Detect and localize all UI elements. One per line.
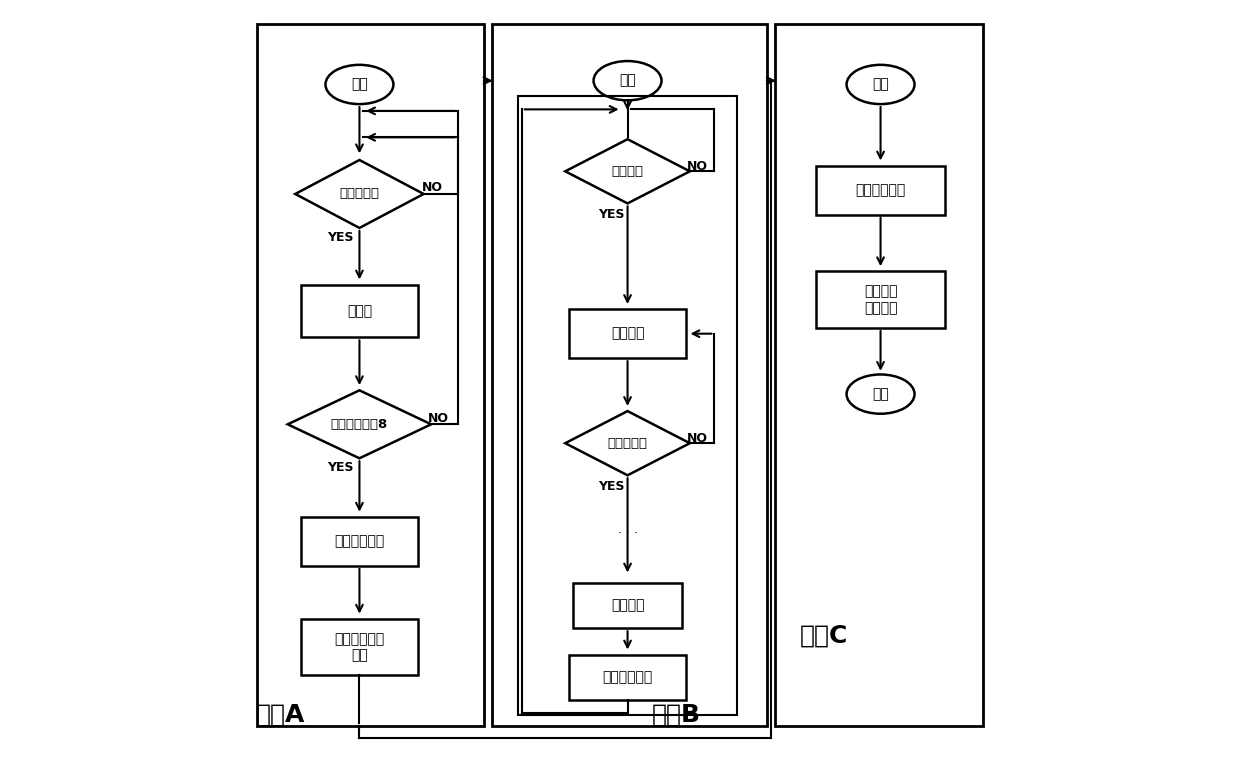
Bar: [518, 96, 737, 715]
Bar: [569, 655, 686, 700]
Bar: [301, 619, 418, 675]
Text: YES: YES: [327, 461, 353, 474]
Bar: [816, 271, 945, 328]
Text: 结束: 结束: [872, 387, 889, 401]
Text: 进程A: 进程A: [255, 703, 305, 727]
Text: YES: YES: [598, 208, 624, 221]
Text: YES: YES: [598, 480, 624, 493]
Text: 开始: 开始: [872, 77, 889, 92]
Text: 位采集: 位采集: [347, 304, 372, 318]
Text: 字节采集完毕: 字节采集完毕: [335, 534, 384, 548]
Text: YES: YES: [327, 230, 353, 243]
Bar: [491, 24, 768, 726]
Text: 进程B: 进程B: [652, 703, 701, 727]
Text: 数据标志置位: 数据标志置位: [603, 670, 652, 684]
Text: 开始: 开始: [619, 74, 636, 88]
Text: 位同步检测: 位同步检测: [340, 187, 379, 200]
Text: 开始: 开始: [351, 77, 368, 92]
Text: NO: NO: [422, 181, 443, 195]
Bar: [301, 517, 418, 566]
Bar: [816, 166, 945, 215]
Text: 字节采集: 字节采集: [611, 327, 645, 340]
Text: NO: NO: [687, 160, 708, 174]
Bar: [569, 309, 686, 359]
Bar: [301, 284, 418, 337]
Bar: [775, 24, 982, 726]
Text: 数据存入缓存: 数据存入缓存: [856, 183, 905, 197]
Text: 字节采集标志
置位: 字节采集标志 置位: [335, 632, 384, 662]
Text: NO: NO: [428, 412, 449, 424]
Text: 位数大于等于8: 位数大于等于8: [331, 418, 388, 431]
Text: 帧头判断: 帧头判断: [611, 164, 644, 178]
Text: NO: NO: [687, 432, 708, 445]
Text: 读取缓存
输出数据: 读取缓存 输出数据: [864, 284, 898, 315]
Text: 数据处理: 数据处理: [611, 599, 645, 612]
Text: . . .: . . .: [618, 522, 637, 536]
Text: 字节计数完: 字节计数完: [608, 437, 647, 449]
Bar: [573, 583, 682, 628]
Text: 进程C: 进程C: [800, 624, 848, 648]
Bar: [258, 24, 484, 726]
